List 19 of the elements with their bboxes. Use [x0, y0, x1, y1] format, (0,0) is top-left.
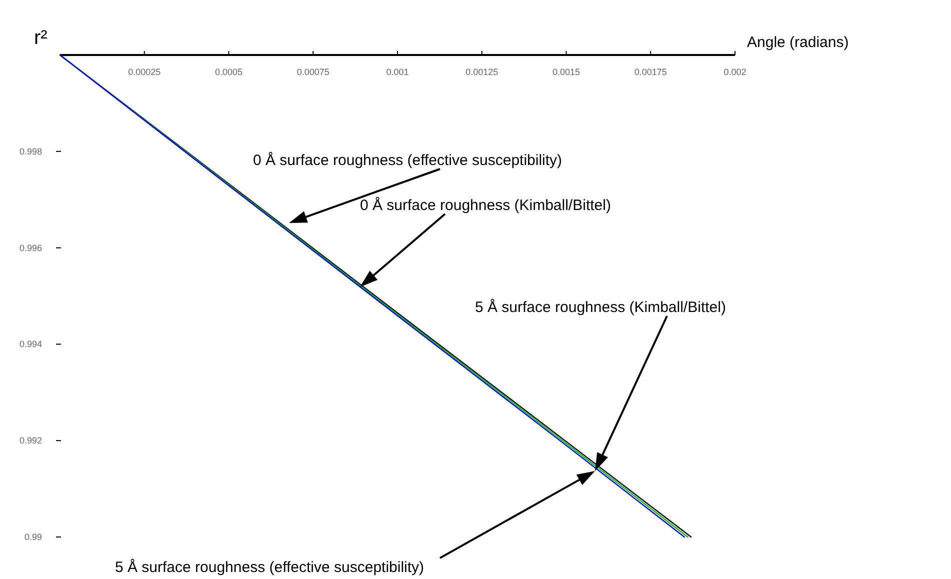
x-tick-label: 0.00175 — [634, 67, 667, 77]
y-tick-label: 0.99 — [24, 532, 42, 542]
annotation: 5 Å surface roughness (Kimball/Bittel) — [475, 298, 726, 316]
y-tick-label: 0.996 — [19, 242, 42, 253]
x-tick-label: 0.00075 — [296, 67, 330, 77]
y-tick-label: 0.998 — [19, 146, 42, 156]
y-tick-label: 0.994 — [19, 339, 42, 350]
x-tick-label: 0.0015 — [552, 67, 580, 77]
x-tick-label: 0.0005 — [214, 67, 243, 77]
annotation: 0 Å surface roughness (effective susceptibility) — [253, 151, 562, 169]
text: 5 Å surface roughness (effective susceptibility) — [115, 558, 424, 576]
y-axis-title: r² — [34, 27, 48, 49]
x-tick-label: 0.00025 — [128, 67, 161, 77]
x-tick-label: 0.001 — [386, 67, 409, 77]
annotation: 0 Å surface roughness (Kimball/Bittel) — [360, 196, 611, 214]
x-tick-label: 0.00125 — [466, 67, 498, 77]
y-tick-label: 0.992 — [19, 436, 42, 446]
x-tick-label: 0.002 — [724, 67, 746, 77]
x-axis-title: Angle (radians) — [747, 34, 849, 51]
